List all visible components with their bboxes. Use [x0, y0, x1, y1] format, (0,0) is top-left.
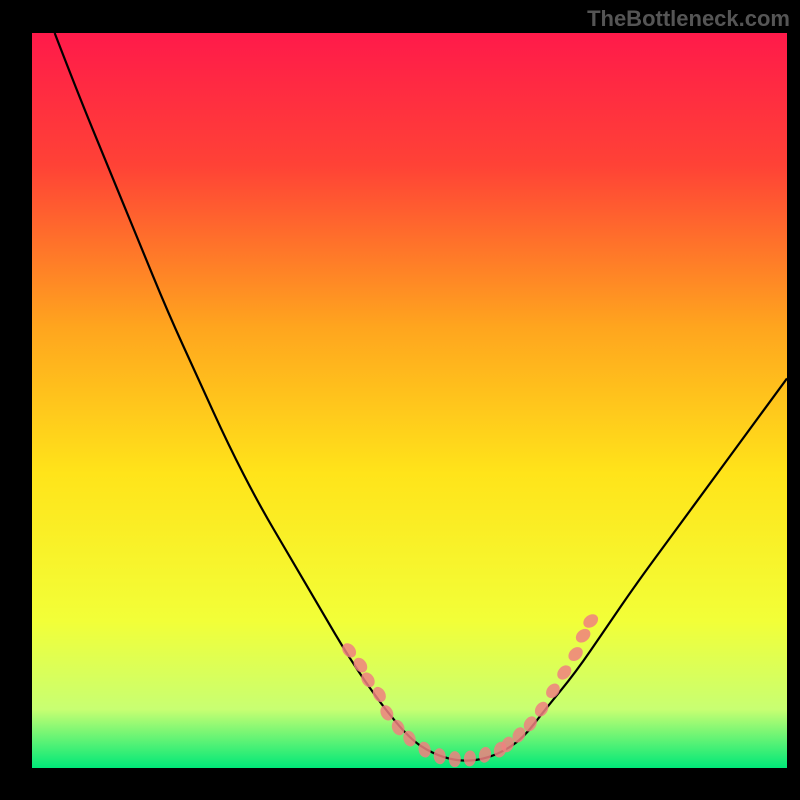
chart-svg — [32, 33, 787, 768]
chart-frame: TheBottleneck.com — [0, 0, 800, 800]
watermark-text: TheBottleneck.com — [587, 6, 790, 32]
scatter-marker — [449, 751, 461, 767]
gradient-background — [32, 33, 787, 768]
plot-area — [32, 33, 787, 768]
